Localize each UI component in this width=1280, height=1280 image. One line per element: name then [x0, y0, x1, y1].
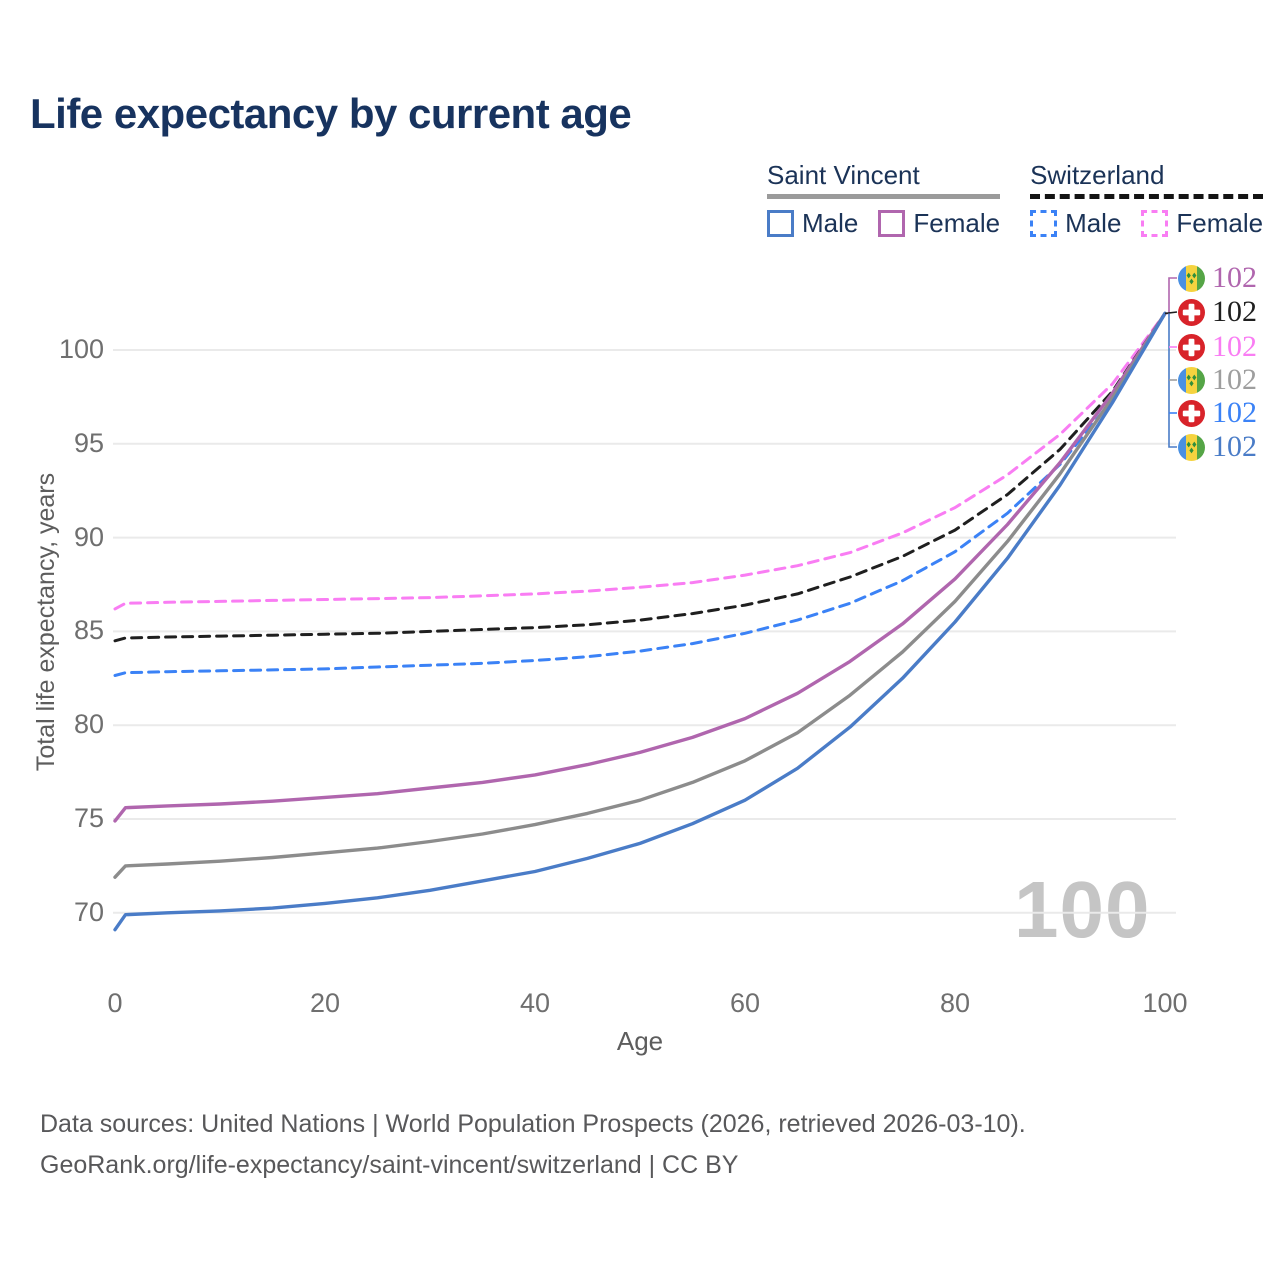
- x-tick-label-40: 40: [519, 988, 551, 1018]
- end-value: 102: [1212, 295, 1257, 328]
- end-label-switzerland-total: 102: [1178, 297, 1257, 327]
- end-label-switzerland-female: 102: [1178, 332, 1257, 362]
- attribution-text: GeoRank.org/life-expectancy/saint-vincen…: [40, 1151, 739, 1179]
- x-axis-title: Age: [616, 1026, 664, 1056]
- y-tick-label-70: 70: [73, 896, 104, 927]
- x-tick-label-60: 60: [729, 988, 761, 1018]
- saint-vincent-flag-icon: [1178, 366, 1205, 394]
- legend-item-label: Female: [1176, 208, 1264, 238]
- connector-sv-male: [1168, 313, 1177, 448]
- series-line-saint-vincent-male[interactable]: [113, 311, 1167, 932]
- switzerland-flag-icon: [1178, 333, 1205, 361]
- series-line-switzerland-total[interactable]: [113, 311, 1167, 643]
- ch-male-swatch-icon: [1030, 210, 1058, 237]
- watermark-100: 100: [1014, 865, 1151, 954]
- switzerland-dashed-line-sample: [1030, 194, 1264, 199]
- end-value: 102: [1212, 261, 1257, 294]
- series-line-saint-vincent-female[interactable]: [113, 311, 1167, 823]
- connector-sv-female: [1165, 277, 1177, 315]
- y-tick-label-100: 100: [58, 334, 104, 364]
- legend-item-label: Male: [802, 208, 859, 238]
- y-tick-label-85: 85: [73, 615, 104, 646]
- end-value: 102: [1212, 363, 1257, 396]
- legend-group-title: Switzerland: [1030, 160, 1165, 190]
- legend-item-label: Female: [913, 208, 1001, 238]
- end-label-saint-vincent-total: 102: [1178, 365, 1257, 395]
- connector-ch-total: [1164, 311, 1178, 315]
- y-tick-label-75: 75: [73, 803, 104, 833]
- end-label-saint-vincent-female: 102: [1178, 263, 1257, 293]
- y-tick-label-95: 95: [73, 427, 104, 458]
- y-tick-label-90: 90: [73, 521, 104, 552]
- end-label-switzerland-male: 102: [1178, 398, 1257, 428]
- legend-item-sv-male[interactable]: Male: [767, 208, 858, 239]
- page-title: Life expectancy by current age: [30, 90, 632, 137]
- legend-group-title: Saint Vincent: [767, 160, 920, 190]
- legend: Saint Vincent Male Female Switzerland Ma…: [767, 160, 1264, 239]
- y-tick-label-80: 80: [73, 709, 104, 740]
- legend-item-ch-male[interactable]: Male: [1030, 208, 1121, 239]
- x-tick-label-0: 0: [107, 988, 123, 1018]
- legend-group-saint-vincent: Saint Vincent Male Female: [767, 160, 1001, 239]
- end-value: 102: [1212, 396, 1257, 429]
- footer: Data sources: United Nations | World Pop…: [40, 1104, 1026, 1186]
- legend-item-sv-female[interactable]: Female: [878, 208, 1000, 239]
- x-tick-label-80: 80: [939, 988, 971, 1018]
- series-line-saint-vincent-total[interactable]: [113, 311, 1167, 879]
- saint-vincent-flag-icon: [1178, 433, 1205, 461]
- end-label-saint-vincent-male: 102: [1178, 432, 1257, 462]
- switzerland-flag-icon: [1178, 298, 1205, 326]
- saint-vincent-solid-line-sample: [767, 194, 1001, 199]
- ch-female-swatch-icon: [1141, 210, 1169, 237]
- series-line-switzerland-female[interactable]: [113, 311, 1167, 611]
- sv-female-swatch-icon: [878, 210, 906, 237]
- x-tick-label-100: 100: [1142, 988, 1188, 1018]
- switzerland-flag-icon: [1178, 399, 1205, 427]
- end-value: 102: [1212, 330, 1257, 363]
- sv-male-swatch-icon: [767, 210, 794, 237]
- series-line-switzerland-male[interactable]: [113, 311, 1167, 677]
- legend-group-switzerland: Switzerland Male Female: [1030, 160, 1264, 239]
- saint-vincent-flag-icon: [1178, 264, 1205, 292]
- x-tick-label-20: 20: [309, 988, 341, 1018]
- legend-item-label: Male: [1065, 208, 1122, 238]
- legend-item-ch-female[interactable]: Female: [1141, 208, 1263, 239]
- data-sources-text: Data sources: United Nations | World Pop…: [40, 1110, 1026, 1138]
- end-value: 102: [1212, 430, 1257, 463]
